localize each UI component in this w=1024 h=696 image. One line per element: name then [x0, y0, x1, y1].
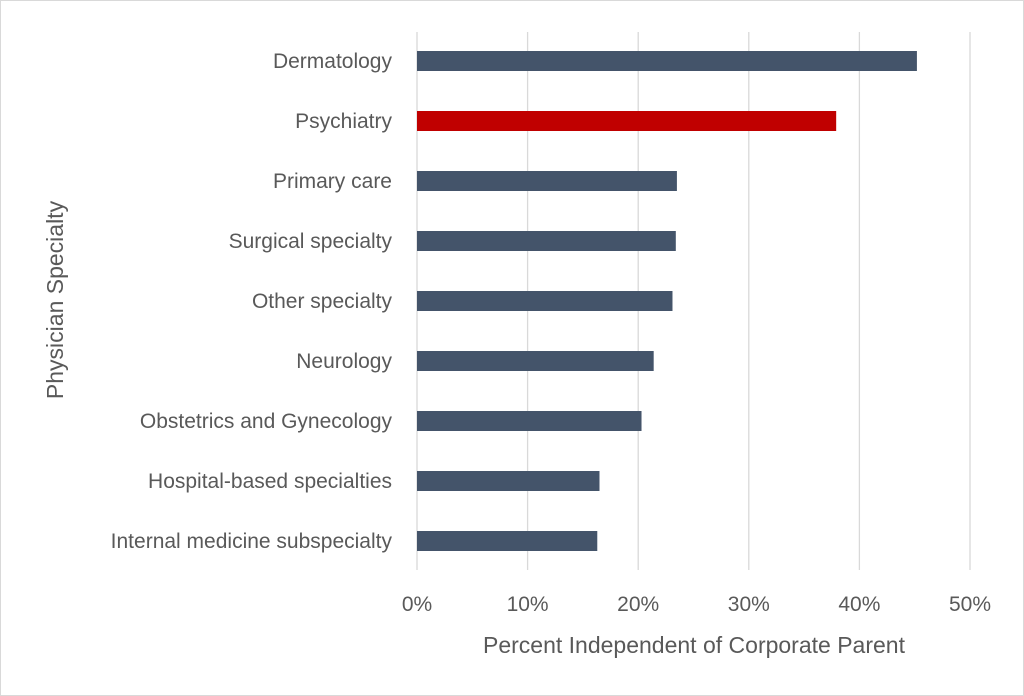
- bar: [417, 171, 677, 191]
- bar: [417, 51, 917, 71]
- x-tick-labels: 0% 10% 20% 30% 40% 50%: [402, 593, 991, 616]
- bar: [417, 531, 598, 551]
- bar: [417, 111, 837, 131]
- x-tick-label: 30%: [728, 593, 770, 616]
- category-label: Internal medicine subspecialty: [111, 530, 393, 553]
- bars: [417, 51, 917, 551]
- bar: [417, 471, 600, 491]
- category-label: Primary care: [273, 170, 392, 193]
- x-tick-label: 20%: [617, 593, 659, 616]
- x-tick-label: 0%: [402, 593, 432, 616]
- bar: [417, 351, 654, 371]
- x-tick-label: 10%: [507, 593, 549, 616]
- category-labels: Dermatology Psychiatry Primary care Surgica…: [111, 50, 393, 553]
- category-label: Dermatology: [273, 50, 393, 73]
- bar: [417, 411, 642, 431]
- bar: [417, 231, 676, 251]
- category-label: Hospital-based specialties: [148, 470, 392, 493]
- x-axis-title: Percent Independent of Corporate Parent: [483, 632, 906, 658]
- y-axis-title: Physician Specialty: [42, 200, 68, 399]
- category-label: Surgical specialty: [229, 230, 393, 253]
- x-tick-label: 40%: [838, 593, 880, 616]
- category-label: Psychiatry: [295, 110, 392, 133]
- bar: [417, 291, 673, 311]
- category-label: Obstetrics and Gynecology: [140, 410, 393, 433]
- x-tick-label: 50%: [949, 593, 991, 616]
- category-label: Neurology: [296, 350, 392, 373]
- category-label: Other specialty: [252, 290, 393, 313]
